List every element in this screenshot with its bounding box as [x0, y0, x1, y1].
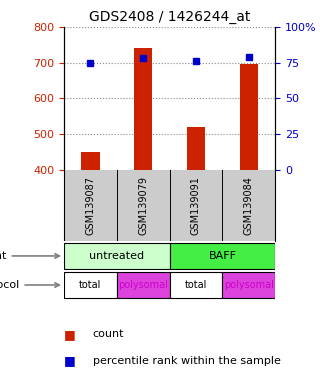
Bar: [134, 48, 152, 170]
Text: total: total: [79, 280, 101, 290]
Text: percentile rank within the sample: percentile rank within the sample: [93, 356, 281, 366]
Text: polysomal: polysomal: [224, 280, 274, 290]
Bar: [64, 243, 170, 269]
Text: ■: ■: [64, 354, 76, 367]
Bar: [222, 272, 275, 298]
Bar: [240, 65, 258, 170]
Bar: [170, 243, 275, 269]
Title: GDS2408 / 1426244_at: GDS2408 / 1426244_at: [89, 10, 250, 25]
Bar: [117, 272, 170, 298]
Text: untreated: untreated: [89, 251, 144, 261]
Bar: [187, 127, 205, 170]
Text: count: count: [93, 329, 124, 339]
Text: ■: ■: [64, 328, 76, 341]
Text: BAFF: BAFF: [208, 251, 236, 261]
Bar: [81, 152, 100, 170]
Text: GSM139079: GSM139079: [138, 176, 148, 235]
Text: GSM139087: GSM139087: [85, 176, 95, 235]
Text: polysomal: polysomal: [118, 280, 168, 290]
Text: GSM139084: GSM139084: [244, 176, 254, 235]
Bar: [64, 272, 117, 298]
Text: protocol: protocol: [0, 280, 59, 290]
Text: agent: agent: [0, 251, 59, 261]
Text: GSM139091: GSM139091: [191, 176, 201, 235]
Bar: [170, 272, 222, 298]
Text: total: total: [185, 280, 207, 290]
